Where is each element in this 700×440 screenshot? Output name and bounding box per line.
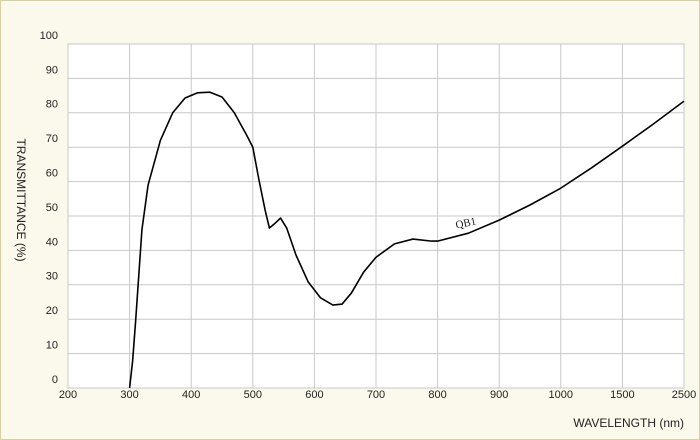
x-tick-label: 1500 [610, 389, 634, 401]
x-tick-label: 400 [182, 389, 200, 401]
y-tick-label: 80 [46, 99, 58, 111]
x-tick-label: 700 [367, 389, 385, 401]
y-tick-label: 20 [46, 305, 58, 317]
curve [128, 91, 685, 389]
grid: 0 10 20 30 40 50 60 70 80 90 100 200 300 400 500 600 700… [40, 30, 697, 401]
marks: QB1 [128, 91, 685, 389]
y-tick-label: 10 [46, 340, 58, 352]
y-tick-label: 40 [46, 236, 58, 248]
x-axis-title: WAVELENGTH (nm) [573, 416, 684, 430]
y-tick-label: 30 [46, 271, 58, 283]
y-tick-label: 90 [46, 64, 58, 76]
y-tick-label: 70 [46, 133, 58, 145]
x-tick-label: 1000 [549, 389, 573, 401]
x-tick-label: 500 [244, 389, 262, 401]
x-tick-label: 2500 [672, 389, 696, 401]
curve-label: QB1 [454, 216, 477, 232]
x-tick-label: 600 [305, 389, 323, 401]
y-tick-label: 60 [46, 168, 58, 180]
x-tick-label: 200 [59, 389, 77, 401]
x-tick-label: 300 [120, 389, 138, 401]
y-tick-label: 100 [40, 30, 58, 42]
x-tick-label: 900 [490, 389, 508, 401]
y-axis-title: TRANSMITTANCE (%) [14, 138, 28, 261]
x-tick-label: 800 [428, 389, 446, 401]
y-tick-label: 50 [46, 202, 58, 214]
y-tick-label: 0 [52, 374, 58, 386]
